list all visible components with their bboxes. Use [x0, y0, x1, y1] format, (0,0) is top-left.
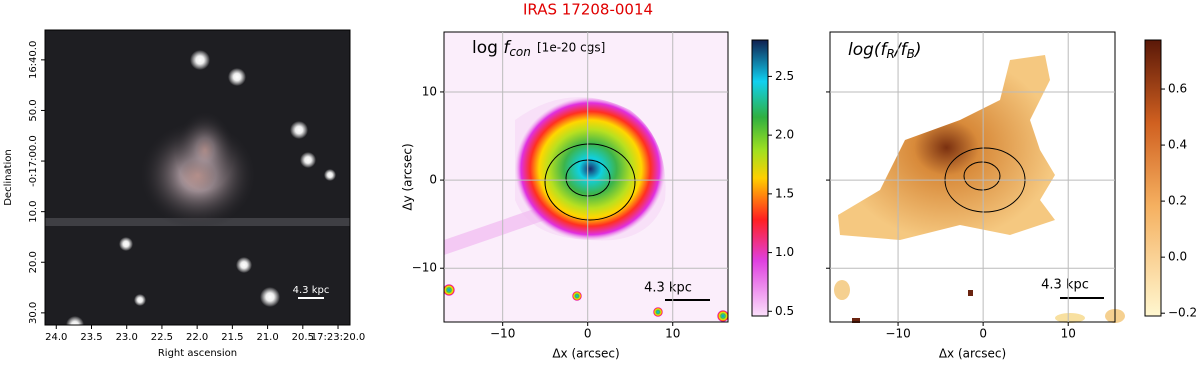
x-tick-label: 10 [1061, 327, 1076, 341]
x-tick-label: −10 [490, 327, 515, 341]
x-tick-label: −10 [885, 327, 910, 341]
optical-image [45, 30, 350, 325]
y-axis-label: Declination [3, 149, 14, 206]
x-tick-label: 0 [584, 327, 592, 341]
colorbar-tick-label: 2.0 [775, 128, 794, 142]
scale-label: 4.3 kpc [644, 281, 692, 296]
colorbar-tick-label: 0.4 [1168, 138, 1187, 152]
x-tick-label: 21.0 [256, 332, 278, 343]
y-tick-label: 16:40.0 [28, 41, 39, 79]
x-tick-label: 20.5 [292, 332, 314, 343]
colorbar-tick-label: 0.5 [775, 304, 794, 318]
colorbar [751, 39, 769, 317]
x-axis-label: Δx (arcsec) [552, 347, 619, 361]
colorbar-tick-label: 1.0 [775, 245, 794, 259]
x-axis-label: Right ascension [158, 348, 237, 359]
continuum-map [444, 32, 728, 322]
x-tick-label: 10 [665, 327, 680, 341]
y-tick-label: 10 [422, 84, 437, 98]
colorbar-tick-label: 0.2 [1168, 194, 1187, 208]
y-tick-label: 10.0 [28, 201, 39, 223]
colorbar-tick-label: 1.5 [775, 186, 794, 200]
axes-frame [829, 31, 1116, 323]
x-tick-label: 24.0 [45, 332, 67, 343]
x-tick-label: 23.5 [80, 332, 102, 343]
colorbar-tick-label: −0.2 [1168, 306, 1197, 320]
x-tick-label: 22.0 [186, 332, 208, 343]
y-axis-label: Δy (arcsec) [401, 143, 415, 210]
unit-note: [1e-20 cgs] [537, 41, 605, 55]
y-tick-label: 0 [429, 173, 437, 187]
scale-label: 4.3 kpc [293, 285, 330, 296]
annotation: log(fR/fB) [848, 40, 921, 61]
colorbar-tick-label: 0.6 [1168, 82, 1187, 96]
y-tick-label: -0:17:00.0 [28, 135, 39, 187]
colorbar-tick-label: 0.0 [1168, 250, 1187, 264]
axes-frame [443, 31, 729, 323]
y-tick-label: 20.0 [28, 251, 39, 273]
x-tick-label: 22.5 [151, 332, 173, 343]
x-axis-label: Δx (arcsec) [939, 347, 1006, 361]
annotation: log fcon [472, 38, 531, 59]
colorbar [1144, 39, 1162, 317]
x-tick-label: 17:23:20.0 [311, 332, 365, 343]
y-tick-label: −10 [412, 261, 437, 275]
x-tick-label: 0 [979, 327, 987, 341]
x-tick-label: 21.5 [221, 332, 243, 343]
colorbar-tick-label: 2.5 [775, 69, 794, 83]
scale-label: 4.3 kpc [1041, 278, 1089, 293]
y-tick-label: 30.0 [28, 302, 39, 324]
y-tick-label: 50.0 [28, 99, 39, 121]
figure-title: IRAS 17208-0014 [523, 1, 653, 19]
x-tick-label: 23.0 [116, 332, 138, 343]
